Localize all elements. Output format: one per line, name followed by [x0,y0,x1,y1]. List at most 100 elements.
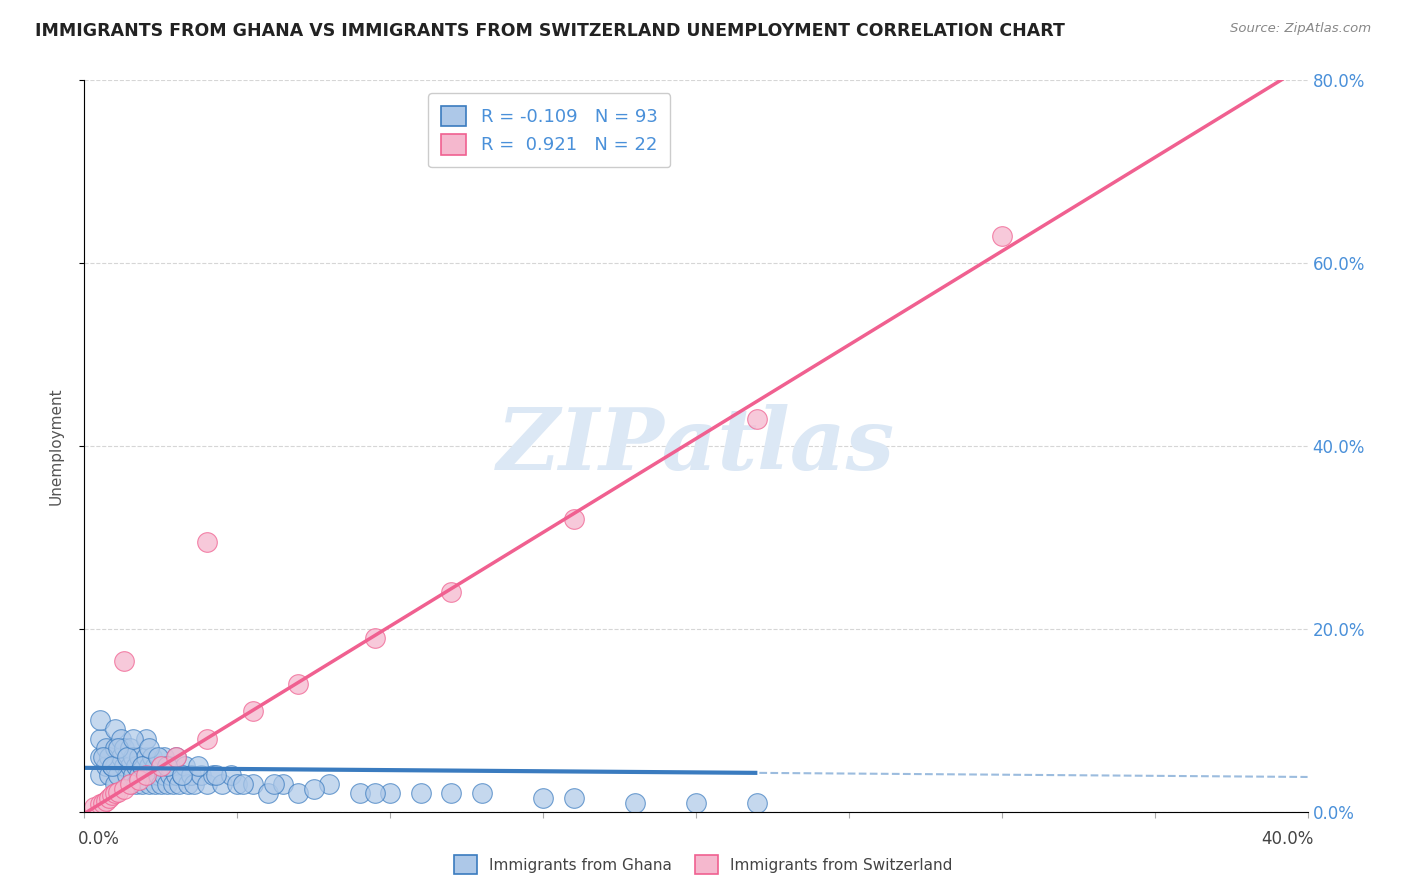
Point [153,768,176,782]
Point [107,784,129,798]
Point [186,759,208,773]
Point [263,777,285,791]
Point [318,777,340,791]
Point [302,781,325,796]
Legend: R = -0.109   N = 93, R =  0.921   N = 22: R = -0.109 N = 93, R = 0.921 N = 22 [429,93,671,167]
Point [156,777,179,791]
Point [146,768,169,782]
Point [107,740,129,755]
Point [89,797,111,812]
Point [167,777,190,791]
Point [94,740,117,755]
Point [172,768,194,782]
Point [120,777,142,791]
Point [172,768,194,782]
Point [135,768,157,782]
Legend: Immigrants from Ghana, Immigrants from Switzerland: Immigrants from Ghana, Immigrants from S… [447,849,959,880]
Point [138,777,160,791]
Point [364,631,387,645]
Point [380,787,402,801]
Point [89,714,111,728]
Point [83,800,105,814]
Point [110,749,132,764]
Point [112,781,135,796]
Point [162,777,184,791]
Point [131,759,153,773]
Point [531,791,554,805]
Point [257,787,280,801]
Point [138,740,160,755]
Point [104,740,127,755]
Point [190,768,212,782]
Point [562,791,585,805]
Point [120,777,142,791]
Point [159,768,181,782]
Point [624,796,647,810]
Point [138,759,160,773]
Point [165,749,187,764]
Point [115,749,138,764]
Point [131,777,153,791]
Point [104,759,127,773]
Point [107,768,129,782]
Point [128,749,150,764]
Point [110,731,132,746]
Point [149,777,172,791]
Point [165,749,187,764]
Point [97,768,120,782]
Point [89,731,111,746]
Point [125,777,148,791]
Point [177,777,200,791]
Point [94,794,117,808]
Point [122,731,145,746]
Point [440,585,463,599]
Point [165,768,187,782]
Point [122,768,145,782]
Point [991,228,1014,243]
Text: ZIPatlas: ZIPatlas [496,404,896,488]
Point [685,796,707,810]
Point [201,768,224,782]
Point [226,777,249,791]
Point [409,787,432,801]
Point [205,768,228,782]
Point [159,759,181,773]
Point [174,759,197,773]
Point [232,777,254,791]
Text: IMMIGRANTS FROM GHANA VS IMMIGRANTS FROM SWITZERLAND UNEMPLOYMENT CORRELATION CH: IMMIGRANTS FROM GHANA VS IMMIGRANTS FROM… [35,22,1064,40]
Point [91,796,114,810]
Point [101,759,124,773]
Text: 40.0%: 40.0% [1261,830,1313,848]
Point [242,777,264,791]
Point [242,704,264,718]
Point [153,749,176,764]
Point [349,787,371,801]
Point [122,749,145,764]
Point [89,768,111,782]
Point [125,759,148,773]
Point [271,777,294,791]
Point [195,535,218,549]
Point [97,791,120,805]
Point [115,768,138,782]
Point [747,796,769,810]
Point [135,768,157,782]
Point [141,768,163,782]
Point [146,749,169,764]
Point [128,772,150,787]
Point [149,759,172,773]
Y-axis label: Unemployment: Unemployment [49,387,63,505]
Text: 0.0%: 0.0% [79,830,120,848]
Point [747,411,769,425]
Point [471,787,494,801]
Point [180,768,202,782]
Point [183,777,205,791]
Point [143,777,166,791]
Point [195,731,218,746]
Point [287,676,309,690]
Point [131,759,153,773]
Point [112,740,135,755]
Point [112,759,135,773]
Point [128,768,150,782]
Point [104,723,127,737]
